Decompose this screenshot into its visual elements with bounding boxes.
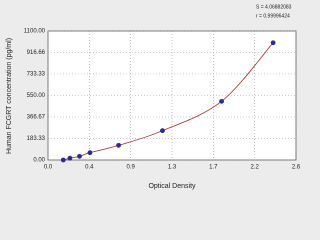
y-tick-label: 1100.00 bbox=[24, 29, 46, 35]
data-point bbox=[67, 155, 73, 161]
y-tick-label: 916.66 bbox=[27, 50, 46, 56]
data-point bbox=[160, 128, 165, 134]
data-point bbox=[116, 142, 121, 148]
data-point bbox=[270, 40, 276, 46]
chart: Optical Density Human FCGRT concentratio… bbox=[5, 4, 300, 190]
y-axis-title: Human FCGRT concentration (pg/ml) bbox=[6, 38, 13, 154]
x-tick-label: 0.9 bbox=[127, 165, 136, 171]
data-point bbox=[219, 98, 225, 104]
y-tick-label: 366.67 bbox=[27, 115, 46, 121]
data-point bbox=[87, 150, 93, 156]
data-point bbox=[77, 153, 82, 159]
x-tick-label: 1.7 bbox=[209, 165, 218, 171]
y-tick-label: 550.00 bbox=[27, 93, 46, 99]
data-point bbox=[60, 157, 66, 163]
fit-statistic: S = 4.06882083 bbox=[256, 4, 292, 10]
x-tick-label: 2.2 bbox=[251, 165, 260, 171]
y-tick-label: 183.33 bbox=[27, 136, 46, 142]
x-tick-label: 2.6 bbox=[292, 165, 300, 171]
y-tick-label: 0.00 bbox=[33, 158, 45, 164]
x-tick-label: 1.3 bbox=[168, 165, 177, 171]
x-tick-label: 0.0 bbox=[44, 165, 53, 171]
y-tick-label: 733.33 bbox=[27, 72, 46, 78]
x-tick-label: 0.4 bbox=[85, 165, 94, 171]
fit-statistic: r = 0.99996424 bbox=[256, 13, 290, 19]
x-axis-title: Optical Density bbox=[148, 183, 196, 190]
